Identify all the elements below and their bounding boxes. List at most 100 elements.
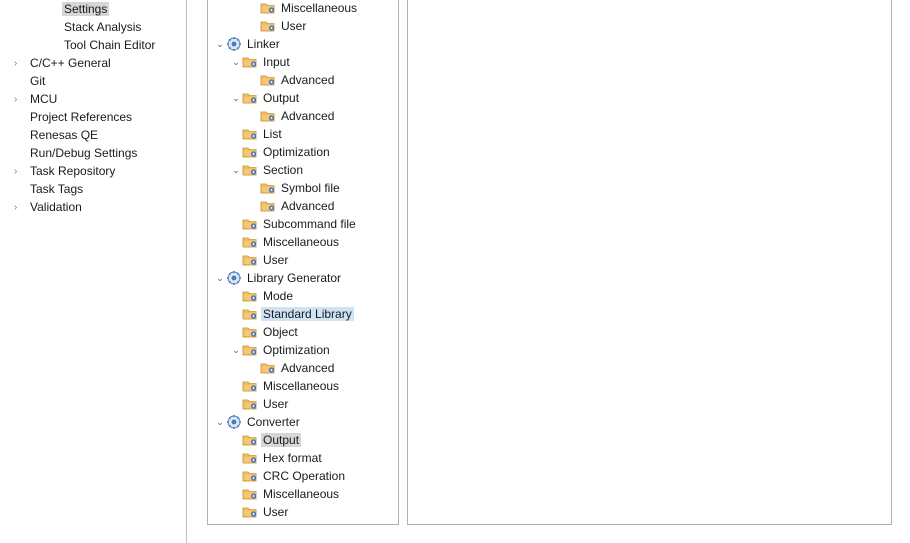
twisty-icon[interactable]: ⌄ [230, 165, 242, 176]
folder-icon [260, 360, 276, 376]
tree-item[interactable]: ⌄ Converter [208, 413, 398, 431]
detail-panel [407, 0, 892, 525]
tree-item[interactable]: User [208, 503, 398, 521]
twisty-icon[interactable]: ⌄ [214, 39, 226, 50]
tree-item-label: Linker [245, 37, 282, 51]
folder-icon [242, 396, 258, 412]
nav-item[interactable]: Project References [0, 108, 186, 126]
tool-icon [226, 270, 242, 286]
tree-item-label: Hex format [261, 451, 324, 465]
nav-item-label: Run/Debug Settings [28, 146, 139, 160]
folder-icon [242, 144, 258, 160]
folder-icon [260, 180, 276, 196]
tree-item[interactable]: Advanced [208, 107, 398, 125]
tree-item[interactable]: User [208, 251, 398, 269]
tree-item-label: Library Generator [245, 271, 343, 285]
folder-icon [242, 306, 258, 322]
tree-item-label: Miscellaneous [261, 487, 341, 501]
tree-item[interactable]: ⌄ Library Generator [208, 269, 398, 287]
nav-item-label: Renesas QE [28, 128, 100, 142]
nav-item[interactable]: Settings [0, 0, 186, 18]
tree-item[interactable]: Object [208, 323, 398, 341]
tree-item[interactable]: ⌄Input [208, 53, 398, 71]
nav-item[interactable]: Stack Analysis [0, 18, 186, 36]
nav-item[interactable]: Renesas QE [0, 126, 186, 144]
tree-item[interactable]: ⌄ Linker [208, 35, 398, 53]
nav-item[interactable]: Run/Debug Settings [0, 144, 186, 162]
folder-icon [260, 198, 276, 214]
expand-arrow-icon[interactable]: › [14, 94, 28, 105]
tree-item-label: CRC Operation [261, 469, 347, 483]
tree-item[interactable]: List [208, 125, 398, 143]
tool-icon [226, 414, 242, 430]
nav-item[interactable]: Git [0, 72, 186, 90]
settings-tree-panel: MiscellaneousUser⌄Linker⌄InputAdvanced⌄O… [207, 0, 399, 525]
tree-item[interactable]: Miscellaneous [208, 0, 398, 17]
nav-item[interactable]: Tool Chain Editor [0, 36, 186, 54]
nav-item-label: Stack Analysis [62, 20, 143, 34]
tree-item[interactable]: Standard Library [208, 305, 398, 323]
twisty-icon[interactable]: ⌄ [214, 417, 226, 428]
nav-item-label: Tool Chain Editor [62, 38, 157, 52]
tree-item-label: User [261, 253, 290, 267]
tree-item-label: Miscellaneous [261, 379, 341, 393]
folder-icon [242, 126, 258, 142]
folder-icon [242, 342, 258, 358]
folder-icon [242, 162, 258, 178]
tree-item[interactable]: Hex format [208, 449, 398, 467]
tree-item[interactable]: Output [208, 431, 398, 449]
tree-item-label: User [261, 505, 290, 519]
nav-item-label: Project References [28, 110, 134, 124]
folder-icon [242, 432, 258, 448]
folder-icon [242, 324, 258, 340]
tree-item-label: Mode [261, 289, 295, 303]
twisty-icon[interactable]: ⌄ [230, 345, 242, 356]
tree-item-label: Advanced [279, 109, 336, 123]
tree-item[interactable]: ⌄Output [208, 89, 398, 107]
tree-item[interactable]: Advanced [208, 71, 398, 89]
folder-icon [242, 486, 258, 502]
tree-item[interactable]: Mode [208, 287, 398, 305]
left-nav-panel: Settings Stack Analysis Tool Chain Editor ›… [0, 0, 187, 543]
root: Settings Stack Analysis Tool Chain Editor ›… [0, 0, 910, 543]
folder-icon [242, 54, 258, 70]
tree-item-label: List [261, 127, 284, 141]
nav-item[interactable]: ›Validation [0, 198, 186, 216]
tree-item[interactable]: Miscellaneous [208, 233, 398, 251]
tree-item[interactable]: User [208, 17, 398, 35]
twisty-icon[interactable]: ⌄ [230, 57, 242, 68]
tree-item[interactable]: Subcommand file [208, 215, 398, 233]
tree-item-label: Subcommand file [261, 217, 358, 231]
tree-item[interactable]: Advanced [208, 359, 398, 377]
nav-item[interactable]: Task Tags [0, 180, 186, 198]
nav-item[interactable]: ›MCU [0, 90, 186, 108]
tree-item[interactable]: CRC Operation [208, 467, 398, 485]
folder-icon [242, 468, 258, 484]
nav-item-label: Task Repository [28, 164, 117, 178]
folder-icon [242, 504, 258, 520]
tree-item-label: Converter [245, 415, 302, 429]
folder-icon [242, 288, 258, 304]
tree-item[interactable]: Optimization [208, 143, 398, 161]
gap [399, 0, 407, 543]
tree-item-label: Optimization [261, 145, 332, 159]
folder-icon [242, 90, 258, 106]
tree-item[interactable]: Miscellaneous [208, 485, 398, 503]
nav-item[interactable]: ›C/C++ General [0, 54, 186, 72]
twisty-icon[interactable]: ⌄ [214, 273, 226, 284]
expand-arrow-icon[interactable]: › [14, 202, 28, 213]
tree-item[interactable]: Advanced [208, 197, 398, 215]
nav-item-label: C/C++ General [28, 56, 113, 70]
tree-item[interactable]: User [208, 395, 398, 413]
tree-item[interactable]: ⌄Optimization [208, 341, 398, 359]
tree-item[interactable]: ⌄ Section [208, 161, 398, 179]
tree-item[interactable]: Miscellaneous [208, 377, 398, 395]
expand-arrow-icon[interactable]: › [14, 58, 28, 69]
expand-arrow-icon[interactable]: › [14, 166, 28, 177]
nav-item[interactable]: ›Task Repository [0, 162, 186, 180]
tree-item-label: Object [261, 325, 300, 339]
nav-item-label: MCU [28, 92, 59, 106]
twisty-icon[interactable]: ⌄ [230, 93, 242, 104]
tree-item-label: Section [261, 163, 305, 177]
tree-item[interactable]: Symbol file [208, 179, 398, 197]
